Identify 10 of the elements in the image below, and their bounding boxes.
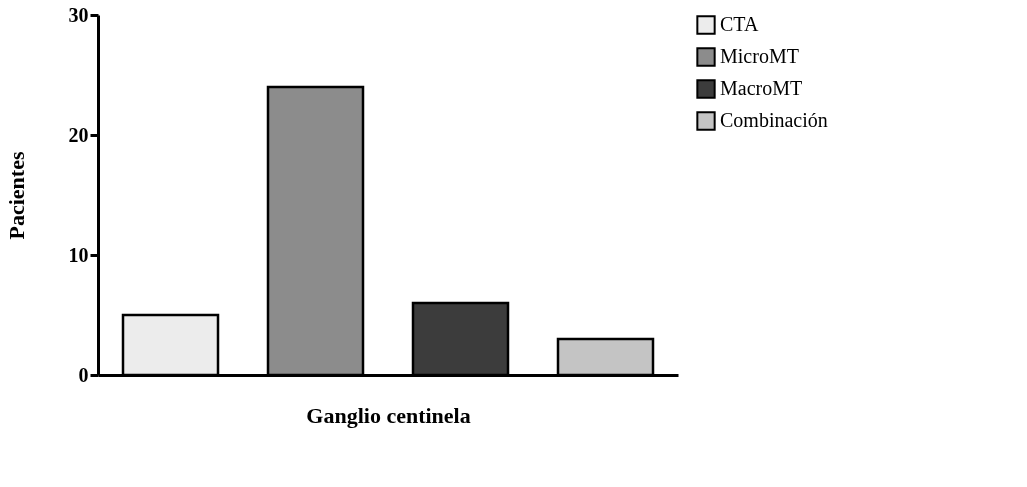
legend-label: MicroMT xyxy=(720,45,799,67)
y-axis-title: Pacientes xyxy=(3,151,29,240)
y-tick-label: 20 xyxy=(68,123,89,146)
y-tick-label: 10 xyxy=(68,243,89,266)
legend-label: MacroMT xyxy=(720,77,803,99)
legend-label: Combinación xyxy=(720,109,828,131)
y-tick-label: 0 xyxy=(78,363,89,386)
x-axis-title: Ganglio centinela xyxy=(306,402,471,428)
legend-label: CTA xyxy=(720,13,759,35)
y-tick-label: 30 xyxy=(68,3,89,26)
